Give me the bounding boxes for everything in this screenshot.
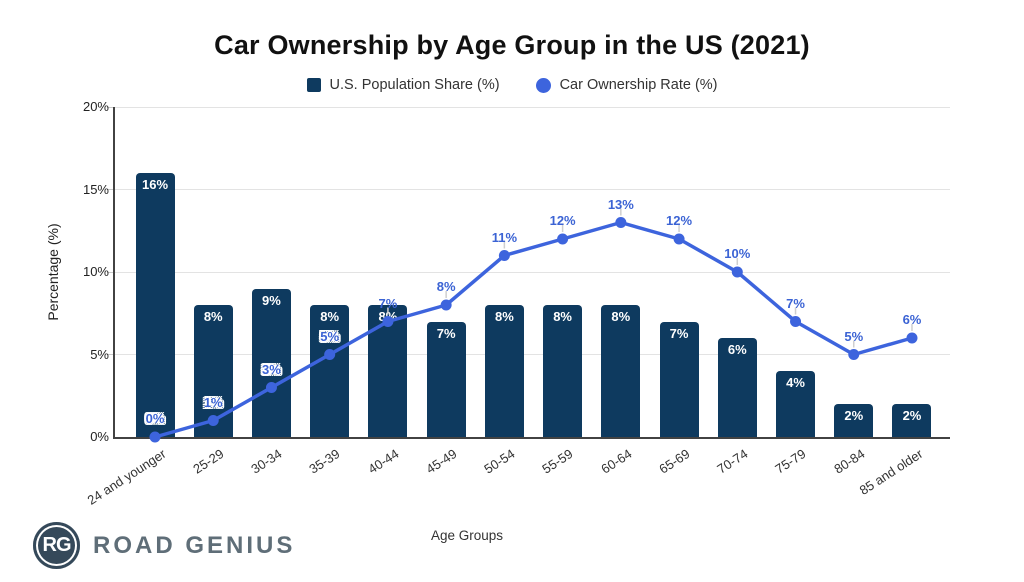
- line-point: [673, 233, 685, 245]
- y-axis-line: [113, 107, 115, 439]
- x-axis-line: [113, 437, 950, 439]
- x-tick-label: 70-74: [714, 446, 751, 477]
- line-value-label: 7%: [786, 295, 805, 311]
- line-value-label: 11%: [491, 229, 518, 245]
- line-value-label: 1%: [203, 394, 223, 410]
- bar-value-label: 7%: [669, 325, 689, 341]
- x-tick-label: 45-49: [423, 446, 460, 477]
- x-tick-label: 60-64: [597, 446, 635, 477]
- line-value-label: 5%: [844, 328, 864, 344]
- bar-value-label: 8%: [611, 309, 631, 324]
- legend-label: U.S. Population Share (%): [329, 77, 500, 93]
- line-value-label: 8%: [436, 279, 456, 294]
- bar-value-label: 2%: [844, 408, 864, 423]
- x-tick-label: 30-34: [248, 446, 285, 477]
- road-genius-wordmark: ROAD GENIUS: [93, 531, 296, 559]
- line-value-label: 3%: [262, 361, 281, 377]
- bar: [892, 404, 932, 437]
- bar: [601, 305, 641, 437]
- line-point: [149, 431, 161, 443]
- bar: [659, 321, 699, 437]
- gridline: [115, 271, 950, 273]
- line-value-label: 12%: [549, 213, 576, 228]
- line-point: [731, 266, 743, 278]
- gridline: [115, 354, 950, 355]
- plot-area: 0% 5% 10% 15% 20% 16% 8% 9% 8% 8% 7% 8% 8% 8% 7% 6% 4% 2%…: [83, 99, 950, 508]
- bar: [834, 404, 874, 437]
- line-value-label: 7%: [378, 295, 398, 311]
- line-point: [906, 332, 918, 344]
- bar-value-label: 8%: [494, 309, 514, 324]
- line-point: [498, 250, 510, 261]
- bar: [135, 173, 175, 437]
- line-point: [265, 382, 277, 393]
- y-tick-mark: [107, 271, 113, 273]
- x-axis-title: Age Groups: [430, 528, 504, 543]
- line-point: [848, 349, 860, 360]
- bar-value-label: 7%: [436, 325, 456, 341]
- line-value-label: 0%: [145, 411, 165, 426]
- y-tick-mark: [107, 189, 113, 190]
- bar-value-label: 8%: [553, 309, 572, 324]
- bar: [484, 305, 524, 437]
- y-tick-mark: [107, 106, 113, 108]
- gridline: [115, 106, 950, 108]
- bar-value-label: 8%: [320, 309, 340, 324]
- x-tick-label: 85 and older: [856, 446, 926, 498]
- line-point: [207, 415, 219, 426]
- y-tick-label: 15%: [82, 181, 109, 197]
- ownership-rate-line: [154, 220, 913, 439]
- x-tick-label: 80-84: [830, 446, 867, 477]
- x-tick-label: 40-44: [365, 446, 402, 477]
- line-point: [382, 316, 394, 327]
- line-series-swatch-icon: [535, 77, 551, 93]
- line-value-label: 10%: [724, 246, 751, 261]
- bar: [717, 338, 757, 437]
- legend-label: Car Ownership Rate (%): [559, 77, 718, 93]
- line-point: [615, 217, 627, 228]
- x-tick-label: 75-79: [772, 446, 809, 477]
- line-point: [324, 349, 336, 360]
- bar: [251, 288, 291, 437]
- line-point: [440, 299, 452, 311]
- x-tick-label: 55-59: [539, 446, 576, 477]
- bar: [310, 305, 350, 437]
- y-tick-label: 20%: [82, 99, 109, 114]
- line-value-label: 6%: [902, 312, 922, 327]
- line-point: [790, 316, 802, 327]
- x-tick-label: 65-69: [656, 446, 693, 477]
- x-tick-label: 25-29: [190, 446, 227, 477]
- y-tick-label: 10%: [82, 264, 109, 279]
- bar-series-swatch-icon: [306, 78, 321, 92]
- legend: U.S. Population Share (%) Car Ownership …: [0, 77, 1024, 93]
- brand-footer: RG ROAD GENIUS: [33, 522, 295, 569]
- y-tick-label: 0%: [90, 429, 109, 444]
- line-value-label: 13%: [607, 196, 634, 212]
- line-value-label: 12%: [666, 213, 693, 228]
- y-tick-label: 5%: [90, 346, 109, 362]
- bar-value-label: 2%: [902, 408, 922, 423]
- bar-value-label: 8%: [203, 309, 223, 324]
- line-point: [557, 233, 569, 245]
- ownership-rate-line-layer: [149, 208, 918, 443]
- bar: [426, 321, 466, 437]
- bar: [543, 305, 583, 437]
- bar: [776, 371, 816, 437]
- x-tick-label: 24 and younger: [84, 446, 169, 508]
- bar-value-label: 6%: [727, 342, 747, 357]
- gridline: [115, 189, 950, 190]
- line-value-label: 5%: [320, 328, 340, 344]
- legend-item-ownership-rate: Car Ownership Rate (%): [535, 77, 718, 93]
- bar-value-label: 4%: [786, 375, 805, 390]
- bar-value-label: 9%: [262, 292, 281, 308]
- road-genius-logo-icon: RG: [33, 522, 80, 569]
- y-tick-mark: [107, 354, 113, 355]
- x-tick-label: 50-54: [481, 446, 518, 477]
- chart-title: Car Ownership by Age Group in the US (20…: [214, 30, 810, 60]
- x-tick-label: 35-39: [306, 446, 343, 477]
- bar-value-label: 16%: [141, 177, 169, 192]
- legend-item-population-share: U.S. Population Share (%): [306, 77, 500, 93]
